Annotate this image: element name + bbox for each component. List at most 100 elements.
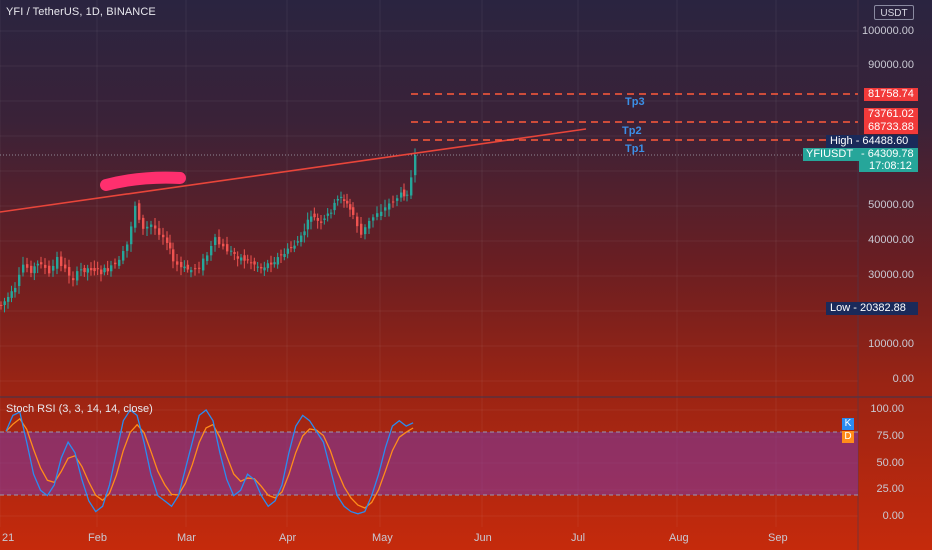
price-axis-label: 30000.00 [868, 269, 914, 281]
candle-body [183, 266, 186, 269]
candle-body [360, 223, 363, 235]
candle-body [162, 234, 165, 238]
candle-body [310, 216, 313, 222]
tp3-price-tag: 81758.74 [864, 88, 918, 101]
candle-body [93, 267, 96, 272]
time-axis-label: May [372, 532, 393, 544]
candle-body [256, 266, 260, 268]
candle-body [250, 262, 253, 264]
candle-body [406, 194, 409, 196]
currency-button[interactable]: USDT [874, 5, 914, 20]
time-axis-label: Mar [177, 532, 196, 544]
time-axis-label: Sep [768, 532, 788, 544]
tp2-price-tag: 73761.02 [864, 108, 918, 121]
candle-body [126, 244, 129, 251]
candle-body [364, 227, 367, 235]
stoch-k-line [5, 409, 414, 515]
candle-body [76, 271, 79, 281]
candle-body [303, 231, 306, 236]
candle-body [380, 211, 383, 217]
candle-body [400, 192, 403, 198]
rsi-axis-label: 75.00 [876, 430, 904, 442]
candle-body [26, 264, 29, 268]
rsi-axis-label: 0.00 [882, 510, 904, 522]
tp2-label: Tp2 [622, 125, 642, 137]
candle-body [14, 287, 17, 293]
candle-body [194, 268, 197, 270]
candle-body [3, 301, 6, 306]
candle-body [333, 202, 336, 211]
time-axis-label: Jul [571, 532, 586, 544]
candle-body [80, 269, 83, 271]
price-axis-label: 10000.00 [868, 338, 914, 350]
candle-body [414, 155, 417, 176]
high-label: High [830, 135, 853, 147]
candle-body [72, 278, 75, 281]
indicator-title[interactable]: Stoch RSI (3, 3, 14, 14, close) [6, 403, 153, 415]
symbol-title[interactable]: YFI / TetherUS, 1D, BINANCE [6, 6, 156, 18]
candle-body [222, 243, 225, 247]
candlesticks [0, 148, 417, 313]
time-axis-label: Feb [88, 532, 107, 544]
candle-body [260, 266, 263, 269]
rsi-axis-label: 50.00 [876, 457, 904, 469]
candle-body [243, 255, 246, 261]
candle-body [270, 262, 273, 265]
candle-body [214, 237, 217, 245]
candle-body [340, 196, 343, 198]
candle-body [110, 265, 113, 272]
candle-body [186, 264, 190, 270]
candle-body [396, 198, 399, 201]
low-label: Low [830, 302, 851, 314]
candle-body [142, 217, 145, 229]
last-price-value: - 64309.78 [861, 148, 914, 160]
candle-body [226, 244, 229, 252]
candle-body [56, 256, 59, 269]
candle-body [180, 261, 183, 268]
candle-body [33, 266, 36, 274]
tp3-label: Tp3 [625, 96, 645, 108]
candle-body [154, 225, 157, 229]
rsi-axis-label: 100.00 [870, 403, 904, 415]
candle-body [158, 228, 161, 235]
price-axis-label: 100000.00 [862, 25, 914, 37]
candle-body [166, 237, 169, 243]
candle-body [368, 220, 371, 229]
candle-body [263, 267, 266, 271]
rsi-band [0, 432, 858, 495]
candle-body [176, 261, 179, 265]
candle-body [403, 189, 406, 197]
candle-body [172, 249, 175, 262]
candle-body [18, 274, 21, 287]
candle-body [323, 218, 326, 220]
candle-body [64, 264, 67, 269]
candle-body [44, 264, 47, 268]
candle-body [86, 268, 90, 273]
candle-body [90, 268, 93, 271]
candle-body [346, 200, 349, 204]
candle-body [313, 213, 316, 218]
candle-body [96, 268, 100, 270]
time-axis-label: Apr [279, 532, 297, 544]
candle-body [30, 265, 33, 273]
candle-body [236, 256, 240, 259]
candle-body [122, 251, 125, 261]
candle-body [300, 235, 303, 242]
low-value: 20382.88 [859, 302, 906, 314]
high-price-tag: High - 64488.60 [826, 135, 918, 148]
candle-body [138, 203, 141, 220]
candle-body [198, 267, 201, 269]
candle-body [60, 256, 63, 267]
candle-body [130, 226, 133, 245]
candle-body [150, 224, 153, 227]
candle-body [356, 216, 359, 227]
candle-body [343, 199, 346, 202]
candle-body [202, 258, 205, 271]
candle-body [206, 255, 209, 261]
candle-countdown: 17:08:12 [869, 160, 912, 172]
candle-body [52, 265, 55, 271]
candle-body [376, 213, 379, 217]
candle-body [0, 304, 3, 306]
